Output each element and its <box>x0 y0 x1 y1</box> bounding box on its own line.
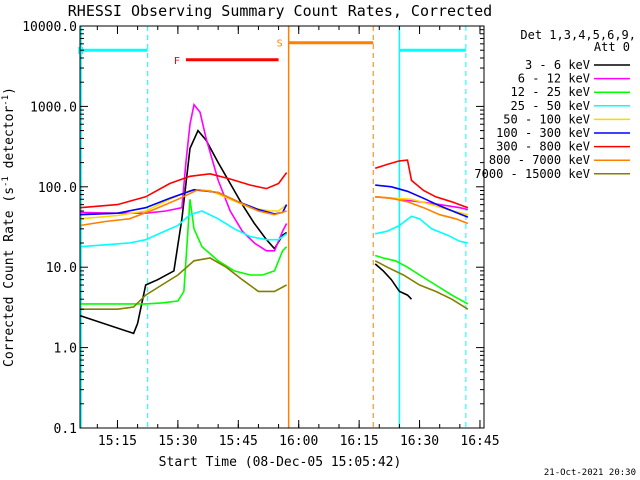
x-axis-label: Start Time (08-Dec-05 15:05:42) <box>159 455 402 470</box>
y-tick-label: 10.0 <box>46 261 77 276</box>
series-line <box>79 210 288 248</box>
legend-title-detectors: Det 1,3,4,5,6,9, <box>520 28 636 42</box>
series-line <box>79 129 288 335</box>
series-line <box>375 184 469 218</box>
flag-label-S: S <box>277 39 283 50</box>
legend-label: 300 - 800 keV <box>496 140 590 154</box>
x-tick-label: 16:00 <box>279 434 318 449</box>
legend-title-attenuator: Att 0 <box>594 40 630 54</box>
legend-label: 800 - 7000 keV <box>489 153 590 167</box>
x-tick-label: 15:30 <box>158 434 197 449</box>
timestamp: 21-Oct-2021 20:30 <box>544 468 636 478</box>
series-line <box>79 172 288 209</box>
legend-label: 50 - 100 keV <box>503 112 590 126</box>
plot-frame <box>79 25 485 429</box>
legend-label: 100 - 300 keV <box>496 126 590 140</box>
x-tick-label: 16:30 <box>400 434 439 449</box>
series-line <box>80 257 287 310</box>
data-series <box>79 102 469 335</box>
y-axis-label: Corrected Count Rate (s-1 detector-1) <box>1 87 17 367</box>
y-tick-label: 100.0 <box>38 181 77 196</box>
series-line <box>375 215 469 244</box>
legend-label: 12 - 25 keV <box>511 85 590 99</box>
y-axis: 10000.0 1000.0 100.0 10.0 1.0 0.1 <box>22 20 484 437</box>
y-tick-label: 10000.0 <box>22 20 77 35</box>
series-line <box>374 260 469 310</box>
x-axis: 15:15 15:30 15:45 16:00 16:15 16:30 16:45 <box>96 26 500 449</box>
x-tick-label: 15:45 <box>219 434 258 449</box>
legend-label: 25 - 50 keV <box>511 99 590 113</box>
series-line <box>374 159 469 209</box>
x-tick-label: 16:45 <box>460 434 499 449</box>
y-tick-label: 1000.0 <box>30 100 77 115</box>
series-line <box>374 263 413 300</box>
series-line <box>79 102 288 252</box>
legend-label: 3 - 6 keV <box>525 58 590 72</box>
chart-title: RHESSI Observing Summary Count Rates, Co… <box>68 2 492 20</box>
flag-bars: NFS <box>78 26 467 428</box>
legend-label: 7000 - 15000 keV <box>474 167 590 181</box>
x-tick-label: 16:15 <box>340 434 379 449</box>
series-line <box>79 189 288 220</box>
series-line <box>79 188 287 227</box>
y-tick-label: 1.0 <box>54 342 77 357</box>
series-line <box>375 196 469 225</box>
series-line <box>374 254 469 305</box>
x-tick-label: 15:15 <box>98 434 137 449</box>
y-tick-label: 0.1 <box>54 422 77 437</box>
series-line <box>80 199 288 305</box>
flag-label-F: F <box>174 56 180 67</box>
legend-label: 6 - 12 keV <box>518 72 590 86</box>
